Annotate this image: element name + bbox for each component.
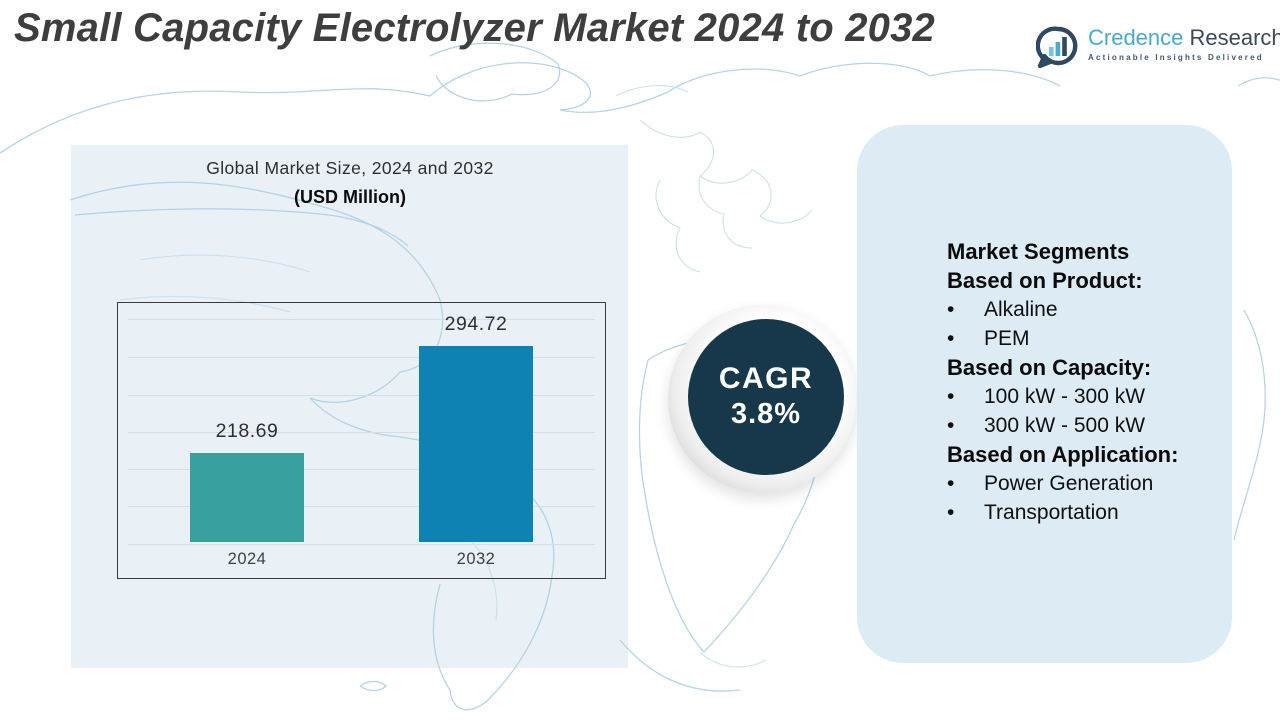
list-item: • PEM <box>947 324 1222 353</box>
chart-units: (USD Million) <box>294 187 406 207</box>
axis-label-2032: 2032 <box>456 550 496 568</box>
bar-group-2024: 218.69 2024 <box>190 303 304 568</box>
logo-tagline: Actionable Insights Delivered <box>1088 53 1264 62</box>
chart-title: Global Market Size, 2024 and 2032 <box>206 158 494 178</box>
bar-group-2032: 294.72 2032 <box>419 303 533 568</box>
bar-value-2024: 218.69 <box>215 420 279 442</box>
segment-item-label: 300 kW - 500 kW <box>984 414 1146 437</box>
cagr-value: 3.8% <box>730 398 802 430</box>
segment-item-label: Alkaline <box>984 298 1058 321</box>
page-title: Small Capacity Electrolyzer Market 2024 … <box>14 6 935 50</box>
bar-value-2032: 294.72 <box>444 313 508 335</box>
logo-text: Credence Research Actionable Insights De… <box>1088 25 1280 63</box>
list-item: • Transportation <box>947 498 1222 527</box>
bullet-icon: • <box>947 472 955 495</box>
bullet-icon: • <box>947 327 955 350</box>
bullet-icon: • <box>947 414 955 437</box>
list-item: • Power Generation <box>947 469 1222 498</box>
bullet-icon: • <box>947 298 955 321</box>
bullet-icon: • <box>947 385 955 408</box>
segment-item-label: PEM <box>984 327 1030 350</box>
bar-2024 <box>190 453 304 542</box>
axis-label-2024: 2024 <box>227 550 267 568</box>
segment-item-label: Transportation <box>984 501 1119 524</box>
list-item: • 100 kW - 300 kW <box>947 382 1222 411</box>
segments-heading: Market Segments <box>947 239 1130 264</box>
cagr-badge: CAGR 3.8% <box>688 319 844 475</box>
list-item: • Alkaline <box>947 295 1222 324</box>
segment-group-product: Based on Product: <box>947 268 1143 293</box>
cagr-label: CAGR <box>718 362 814 395</box>
segment-item-label: Power Generation <box>984 472 1154 495</box>
list-item: • 300 kW - 500 kW <box>947 411 1222 440</box>
bullet-icon: • <box>947 501 955 524</box>
segment-group-application: Based on Application: <box>947 442 1179 467</box>
market-segments-content: Market Segments Based on Product: • Alka… <box>947 237 1222 527</box>
segment-group-capacity: Based on Capacity: <box>947 355 1152 380</box>
credence-research-logo: Credence Research Actionable Insights De… <box>1036 26 1280 72</box>
bar-chart-circle-icon <box>1036 26 1078 69</box>
segment-item-label: 100 kW - 300 kW <box>984 385 1146 408</box>
logo-name: Credence Research <box>1088 25 1280 50</box>
bar-chart: 218.69 2024 294.72 2032 <box>117 302 606 579</box>
market-segments-panel: Market Segments Based on Product: • Alka… <box>857 125 1232 663</box>
bar-2032 <box>419 346 533 542</box>
chart-header: Global Market Size, 2024 and 2032 (USD M… <box>130 158 570 208</box>
